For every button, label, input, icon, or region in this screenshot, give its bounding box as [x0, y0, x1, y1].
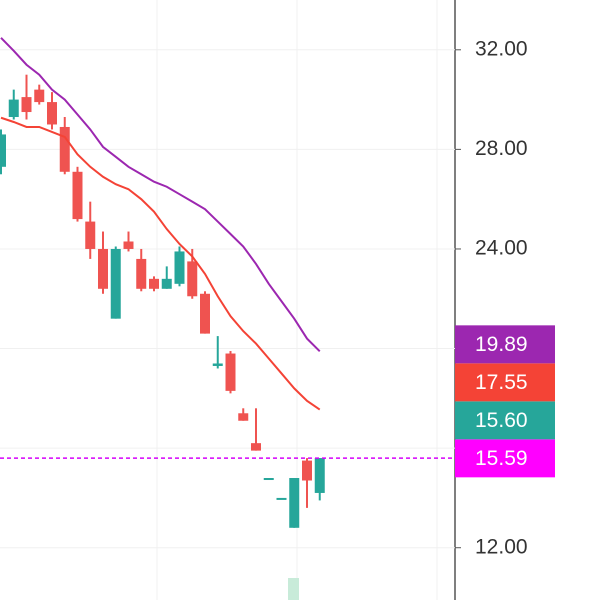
price-label: 17.55: [475, 371, 528, 394]
candle-body: [34, 89, 45, 103]
candle-body: [123, 241, 134, 249]
candle-body: [238, 413, 249, 421]
moving-average-line: [0, 37, 321, 352]
candle-body: [21, 97, 32, 113]
candle-body: [314, 458, 325, 493]
candle-body: [149, 278, 159, 289]
candle-body: [47, 102, 57, 125]
candle-body: [85, 221, 96, 249]
y-tick-label: 12.00: [475, 535, 528, 558]
moving-average-line: [0, 116, 321, 411]
price-label: 15.60: [475, 409, 528, 432]
candle-body: [187, 261, 198, 297]
volume-bar: [288, 578, 299, 600]
candle-body: [200, 293, 210, 334]
candle-body: [72, 171, 83, 220]
candle-body: [174, 251, 185, 284]
candle-body: [8, 99, 19, 118]
price-label-box: [455, 325, 555, 364]
candle-body: [0, 134, 6, 167]
candle-body: [263, 478, 274, 481]
y-tick-label: 32.00: [475, 37, 528, 60]
candle-body: [161, 278, 172, 289]
candle-body: [225, 353, 236, 391]
y-tick-label: 28.00: [475, 137, 528, 160]
candle-body: [59, 126, 70, 172]
candle-body: [289, 478, 300, 528]
price-label-box: [455, 401, 555, 440]
candle-body: [110, 248, 121, 319]
candle-body: [251, 443, 261, 451]
price-label-box: [455, 439, 555, 478]
y-tick-label: 24.00: [475, 237, 528, 260]
candle-body: [212, 363, 223, 366]
candle-body: [136, 258, 147, 289]
price-label: 15.59: [475, 447, 528, 470]
candle-body: [98, 248, 108, 289]
price-label: 19.89: [475, 333, 528, 356]
candle-body: [302, 460, 312, 481]
candle-body: [276, 497, 287, 500]
price-label-box: [455, 363, 555, 402]
